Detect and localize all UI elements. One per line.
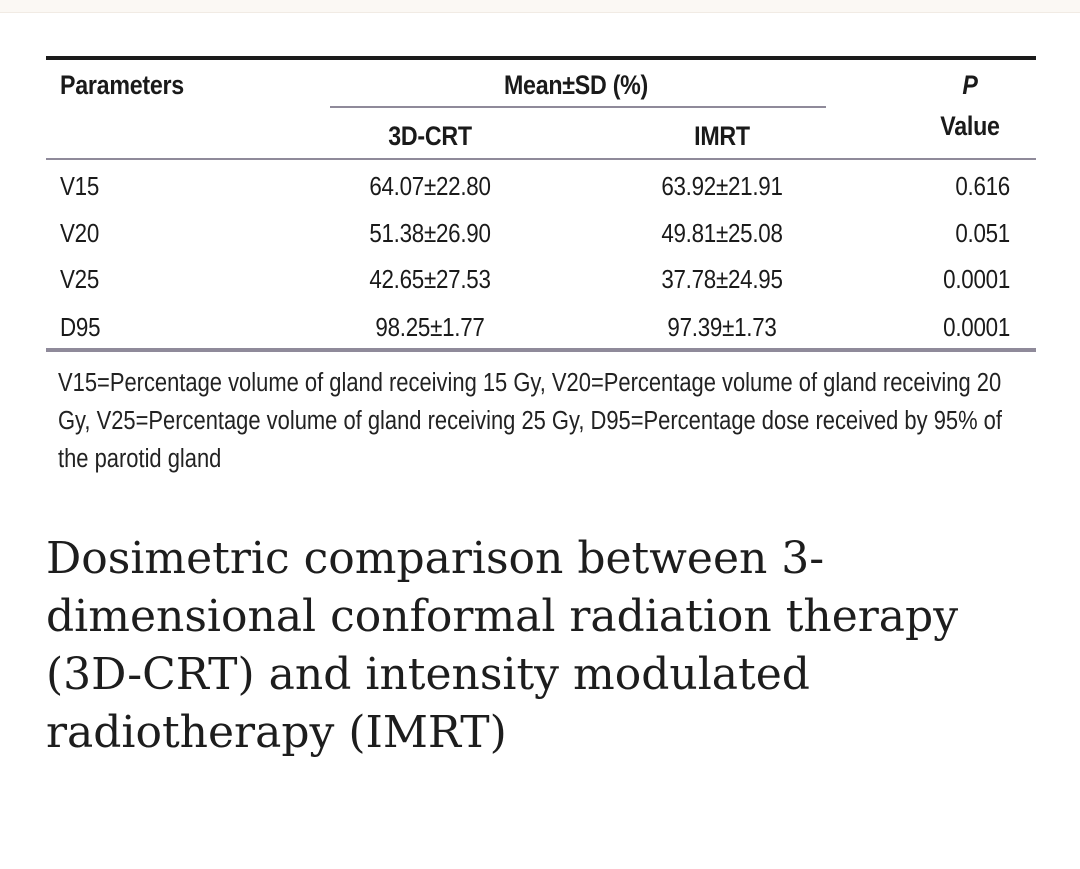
row-parameter: D95	[60, 312, 101, 342]
row-parameter: V15	[60, 171, 100, 201]
table-top-rule	[46, 56, 1036, 60]
header-p: P	[962, 70, 978, 100]
header-3dcrt: 3D-CRT	[388, 121, 472, 151]
row-parameter: V20	[60, 218, 100, 248]
row-3dcrt-value: 51.38±26.90	[369, 218, 491, 248]
figure-caption: Dosimetric comparison between 3-dimensio…	[46, 533, 959, 758]
table-footnote: V15=Percentage volume of gland receiving…	[58, 369, 1002, 473]
row-imrt-value: 49.81±25.08	[661, 218, 783, 248]
header-imrt: IMRT	[694, 121, 750, 151]
row-parameter: V25	[60, 264, 100, 294]
row-p-value: 0.051	[955, 218, 1010, 248]
row-3dcrt-value: 64.07±22.80	[369, 171, 491, 201]
mean-sd-underline	[330, 106, 826, 108]
table-bottom-rule	[46, 348, 1036, 352]
row-p-value: 0.0001	[943, 312, 1010, 342]
row-imrt-value: 97.39±1.73	[667, 312, 777, 342]
row-imrt-value: 63.92±21.91	[661, 171, 783, 201]
header-mean-sd: Mean±SD (%)	[503, 70, 649, 100]
row-p-value: 0.616	[955, 171, 1010, 201]
row-3dcrt-value: 98.25±1.77	[375, 312, 485, 342]
header-bottom-rule	[46, 158, 1036, 160]
header-value: Value	[940, 111, 1000, 141]
row-p-value: 0.0001	[943, 264, 1010, 294]
top-strip	[0, 0, 1080, 13]
row-imrt-value: 37.78±24.95	[661, 264, 783, 294]
row-3dcrt-value: 42.65±27.53	[369, 264, 491, 294]
header-parameters: Parameters	[60, 70, 184, 100]
